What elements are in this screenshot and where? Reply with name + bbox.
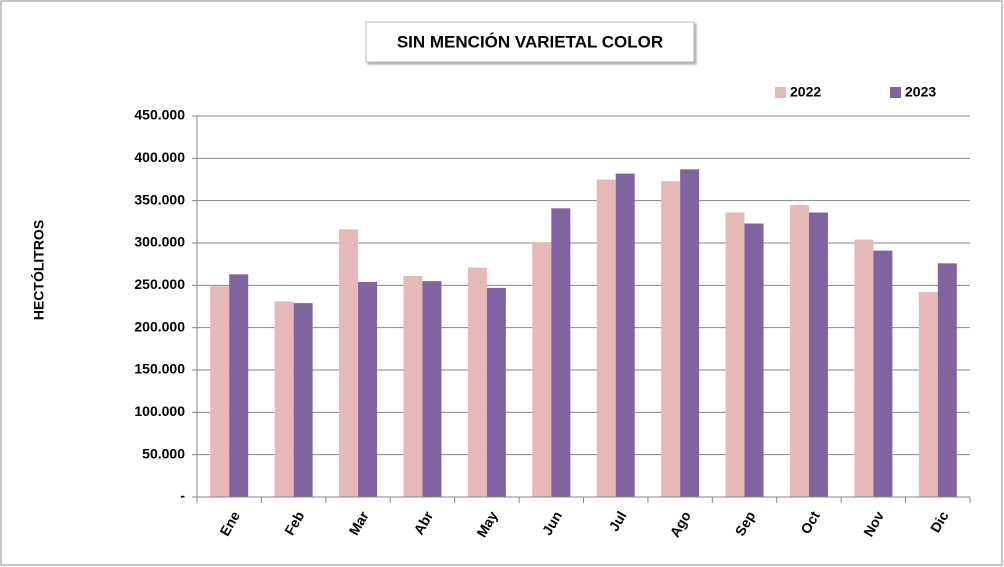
bar (725, 212, 745, 497)
y-axis-label: HECTÓLITROS (30, 220, 47, 320)
y-tick-label: 250.000 (134, 276, 185, 292)
bar (551, 208, 571, 497)
bar (937, 263, 957, 497)
legend-swatch (890, 87, 901, 98)
y-tick-label: 450.000 (134, 107, 185, 123)
bar (403, 276, 423, 497)
y-tick-label: 100.000 (134, 403, 185, 419)
title-box (365, 21, 695, 63)
bar (680, 169, 700, 497)
bar (229, 274, 249, 497)
y-tick-label: 150.000 (134, 361, 185, 377)
bar (615, 173, 635, 497)
legend-label: 2023 (905, 84, 936, 100)
bar (744, 223, 764, 497)
y-tick-label: 200.000 (134, 318, 185, 334)
bar (661, 181, 681, 497)
bar (210, 286, 230, 497)
y-tick-label: 350.000 (134, 191, 185, 207)
bar (918, 292, 938, 497)
y-tick-label: 50.000 (142, 445, 185, 461)
y-tick-label: 400.000 (134, 149, 185, 165)
bar (467, 267, 487, 497)
bar (532, 242, 552, 497)
bar (486, 287, 506, 497)
legend-swatch (775, 87, 786, 98)
bar (789, 204, 809, 497)
bar (873, 250, 893, 497)
bar (274, 301, 294, 497)
legend-label: 2022 (790, 84, 821, 100)
bar (854, 239, 874, 497)
bar (596, 179, 616, 497)
chart-title: SIN MENCIÓN VARIETAL COLOR (397, 32, 663, 51)
bar (358, 281, 378, 497)
y-tick-label: 300.000 (134, 234, 185, 250)
bar (422, 281, 442, 497)
bar (293, 303, 313, 497)
y-tick-label: - (180, 488, 185, 504)
bar (339, 229, 359, 497)
bar (808, 212, 828, 497)
